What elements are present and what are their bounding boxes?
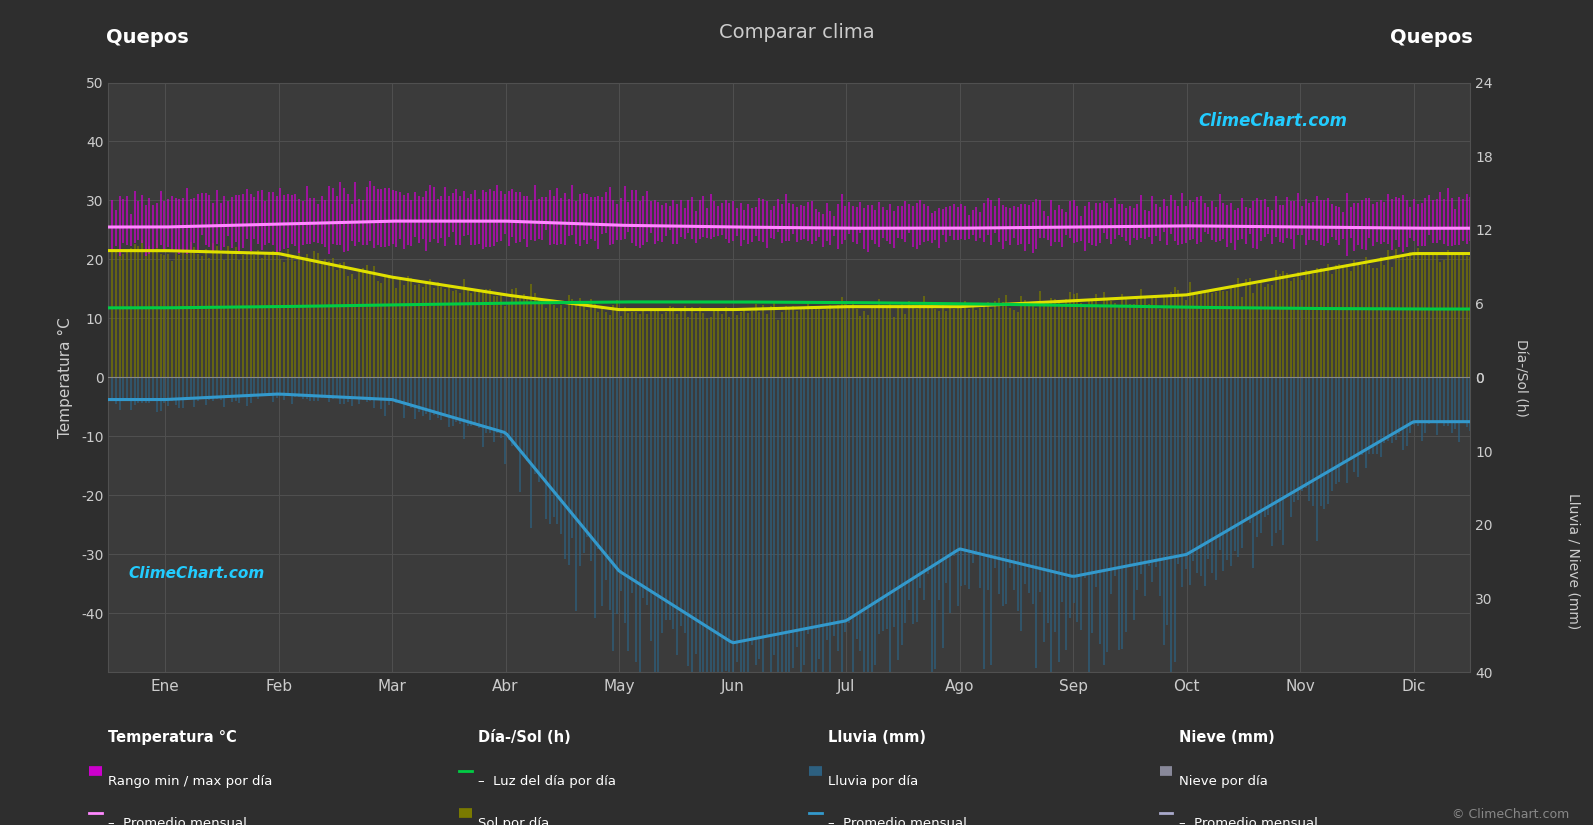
Text: ClimeChart.com: ClimeChart.com: [1198, 112, 1348, 130]
Y-axis label: Temperatura °C: Temperatura °C: [57, 317, 73, 438]
Text: –  Luz del día por día: – Luz del día por día: [478, 776, 616, 789]
Text: Sol por día: Sol por día: [478, 817, 550, 825]
Text: Lluvia por día: Lluvia por día: [828, 776, 919, 789]
Text: Temperatura °C: Temperatura °C: [108, 730, 237, 745]
Text: –  Promedio mensual: – Promedio mensual: [108, 817, 247, 825]
Text: –  Promedio mensual: – Promedio mensual: [1179, 817, 1317, 825]
Text: Quepos: Quepos: [1391, 28, 1474, 47]
Text: © ClimeChart.com: © ClimeChart.com: [1451, 808, 1569, 821]
Text: Día-/Sol (h): Día-/Sol (h): [478, 730, 570, 745]
Text: Lluvia / Nieve (mm): Lluvia / Nieve (mm): [1568, 493, 1580, 629]
Text: ClimeChart.com: ClimeChart.com: [129, 566, 264, 581]
Y-axis label: Día-/Sol (h): Día-/Sol (h): [1513, 338, 1528, 417]
Text: –  Promedio mensual: – Promedio mensual: [828, 817, 967, 825]
Text: Nieve por día: Nieve por día: [1179, 776, 1268, 789]
Text: Comparar clima: Comparar clima: [718, 23, 875, 42]
Text: Quepos: Quepos: [105, 28, 188, 47]
Text: Lluvia (mm): Lluvia (mm): [828, 730, 927, 745]
Text: Nieve (mm): Nieve (mm): [1179, 730, 1274, 745]
Text: Rango min / max por día: Rango min / max por día: [108, 776, 272, 789]
